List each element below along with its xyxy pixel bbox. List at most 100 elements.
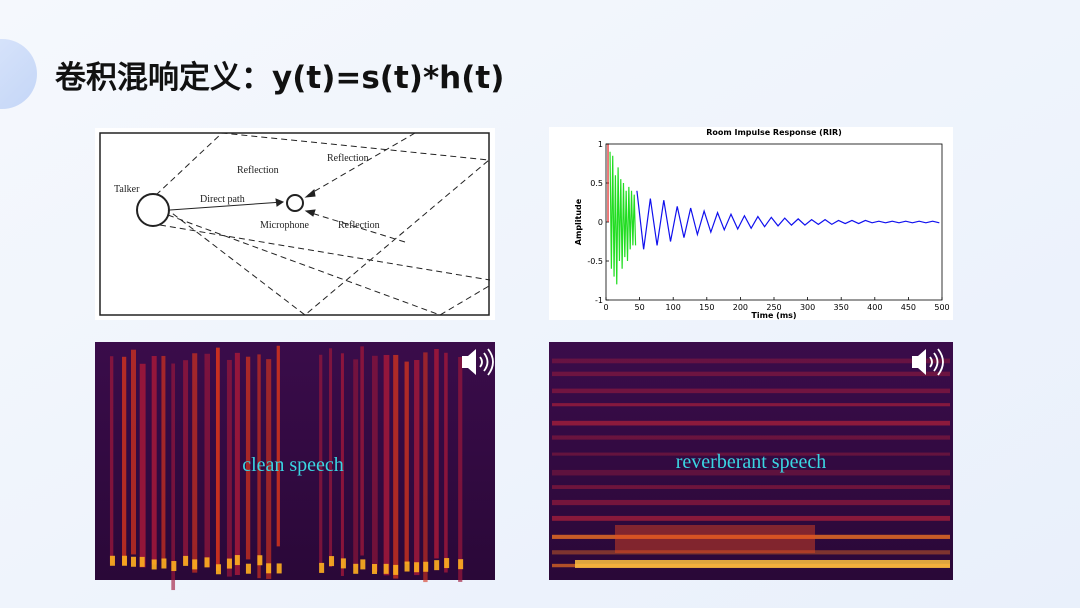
texture <box>552 371 950 377</box>
texture <box>458 356 463 582</box>
label: Talker <box>114 184 140 195</box>
texture <box>215 564 221 575</box>
texture <box>552 420 950 426</box>
texture <box>575 560 950 568</box>
talker-circle <box>136 193 170 227</box>
texture <box>383 563 389 574</box>
room <box>99 132 490 316</box>
texture <box>360 559 366 570</box>
texture <box>234 352 240 575</box>
texture <box>552 499 950 506</box>
texture <box>434 560 440 571</box>
texture <box>414 562 420 573</box>
texture <box>393 354 399 579</box>
path <box>307 211 406 243</box>
x-tick-label: 150 <box>699 303 714 312</box>
texture <box>340 353 344 576</box>
y-tick-label: 0 <box>598 218 603 227</box>
y-tick-label: 0.5 <box>590 179 603 188</box>
label: Reflection <box>338 220 380 231</box>
texture <box>414 360 420 576</box>
texture <box>109 356 114 564</box>
spectrogram <box>549 342 953 580</box>
texture <box>383 354 390 576</box>
texture <box>319 562 325 573</box>
texture <box>319 354 323 566</box>
texture <box>444 558 450 569</box>
y-axis-label: Amplitude <box>574 198 583 245</box>
texture <box>552 435 950 440</box>
label: Microphone <box>260 220 309 231</box>
texture <box>353 359 359 568</box>
reflection-paths <box>155 132 491 316</box>
x-axis-label: Time (ms) <box>751 311 796 320</box>
texture <box>372 563 378 574</box>
texture <box>171 363 176 591</box>
texture <box>393 564 399 575</box>
x-tick-label: 300 <box>800 303 815 312</box>
microphone-circle <box>286 194 304 212</box>
texture <box>245 563 251 574</box>
direct-path-arrow <box>169 201 284 211</box>
texture <box>192 559 198 570</box>
speaker-icon[interactable] <box>462 348 494 376</box>
texture <box>183 555 189 566</box>
speaker-icons <box>462 348 944 376</box>
label: Direct path <box>200 194 245 205</box>
y-tick-label: 1 <box>598 140 603 149</box>
y-tick-label: -1 <box>595 296 603 305</box>
texture <box>329 556 335 567</box>
texture <box>109 555 115 566</box>
plot-frame <box>605 143 943 301</box>
texture <box>130 349 137 555</box>
texture <box>276 563 282 574</box>
texture <box>372 355 378 572</box>
texture <box>266 563 272 574</box>
x-tick-label: 50 <box>635 303 645 312</box>
spectrogram-label: clean speech <box>242 454 344 476</box>
texture <box>204 353 210 568</box>
texture <box>171 561 177 572</box>
texture <box>139 556 145 567</box>
texture <box>340 558 346 569</box>
speaker-icon[interactable] <box>912 348 944 376</box>
series-line <box>609 151 637 285</box>
texture <box>434 349 439 559</box>
x-tick-label: 500 <box>934 303 949 312</box>
texture <box>552 388 950 394</box>
texture <box>122 356 127 566</box>
texture <box>444 352 448 573</box>
texture <box>139 363 146 568</box>
texture <box>266 359 272 579</box>
texture <box>552 485 950 489</box>
path <box>159 224 491 281</box>
texture <box>245 356 251 560</box>
texture <box>151 559 157 570</box>
texture <box>423 352 428 583</box>
texture <box>257 555 263 566</box>
path <box>307 132 416 196</box>
x-tick-label: 200 <box>733 303 748 312</box>
texture <box>192 353 198 573</box>
texture <box>552 469 950 476</box>
texture <box>552 534 950 539</box>
x-tick-label: 0 <box>603 303 608 312</box>
texture <box>552 403 950 407</box>
chart-title: Room Impulse Response (RIR) <box>706 128 842 137</box>
texture <box>234 555 240 566</box>
texture <box>552 452 950 456</box>
texture <box>552 550 950 555</box>
texture <box>458 559 464 570</box>
x-tick-label: 250 <box>766 303 781 312</box>
texture <box>161 355 166 561</box>
texture <box>215 347 220 571</box>
texture <box>257 354 261 579</box>
texture <box>183 360 189 565</box>
texture <box>404 361 409 564</box>
texture <box>122 555 128 566</box>
texture <box>276 345 280 547</box>
y-tick-label: -0.5 <box>587 257 603 266</box>
diagram <box>99 132 491 316</box>
